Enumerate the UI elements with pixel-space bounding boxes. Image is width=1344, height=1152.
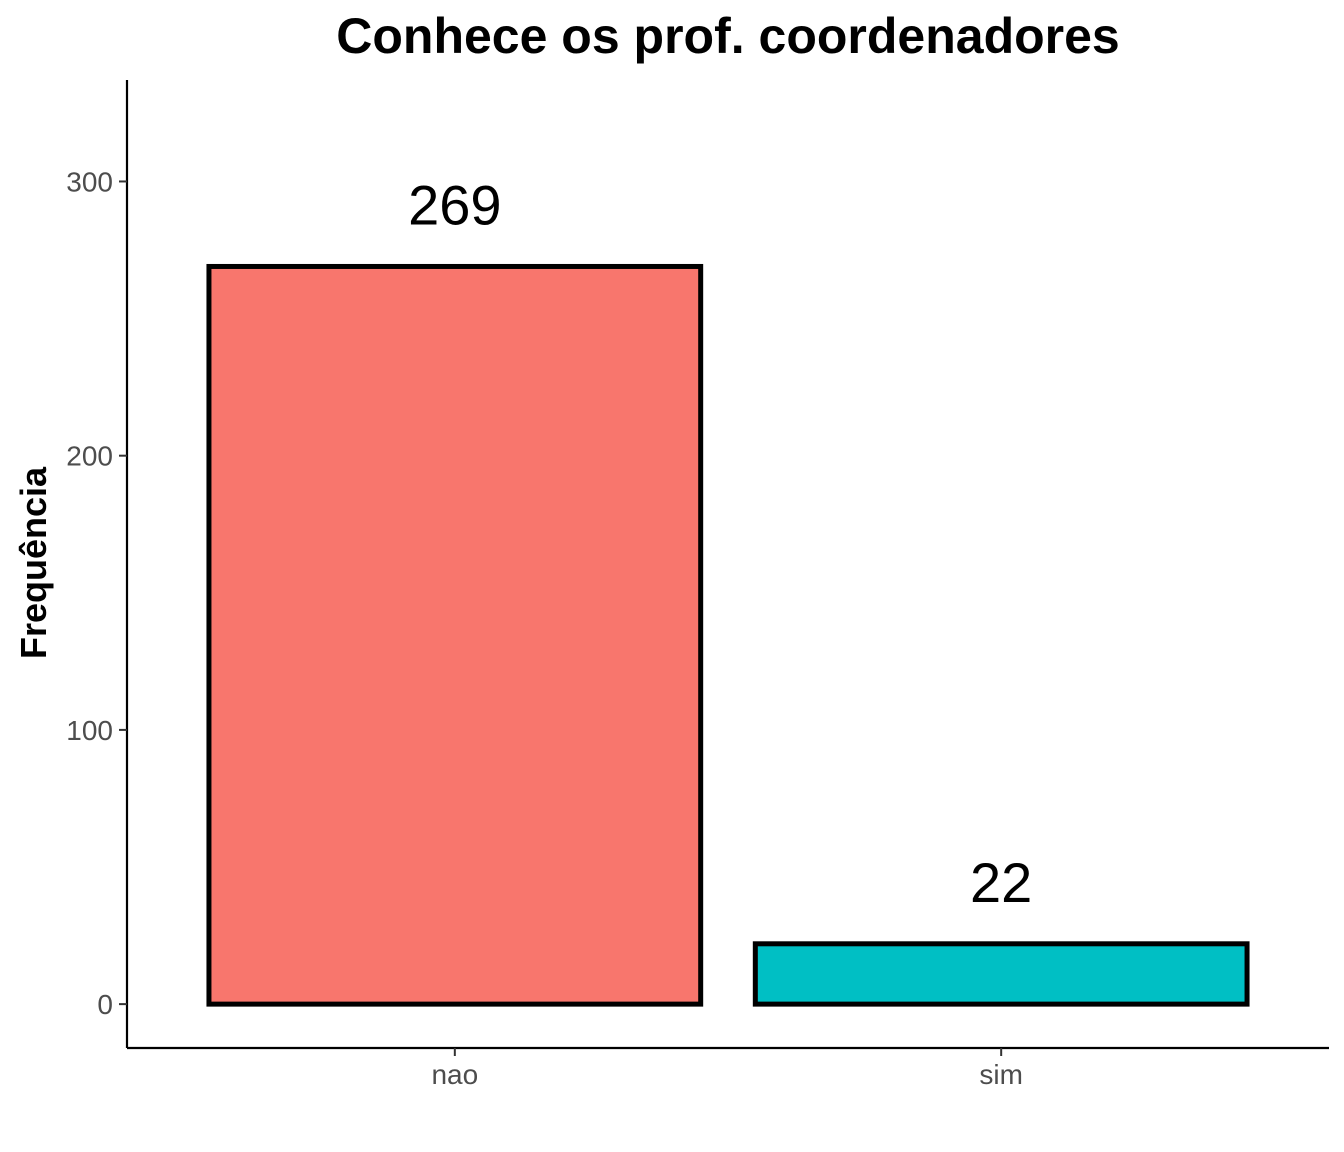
bar-sim: [752, 941, 1250, 1007]
y-axis: 0 100 200 300: [66, 80, 129, 1048]
x-tick-label: nao: [431, 1059, 478, 1090]
chart-title: Conhece os prof. coordenadores: [336, 8, 1119, 64]
data-label-nao: 269: [408, 173, 501, 236]
bars-group: [206, 263, 1250, 1007]
bar-nao: [206, 263, 704, 1007]
data-labels-group: 269 22: [408, 173, 1032, 913]
x-tick-label: sim: [979, 1059, 1023, 1090]
y-tick-label: 0: [97, 989, 113, 1020]
data-label-sim: 22: [970, 851, 1032, 914]
y-tick-label: 200: [66, 441, 113, 472]
y-tick-label: 100: [66, 715, 113, 746]
x-axis: nao sim: [127, 1046, 1329, 1090]
y-tick-label: 300: [66, 166, 113, 197]
y-axis-label: Frequência: [13, 466, 54, 659]
